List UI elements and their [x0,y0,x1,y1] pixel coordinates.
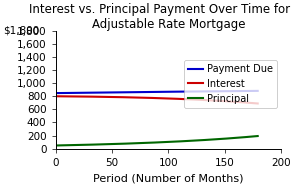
Title: Interest vs. Principal Payment Over Time for an
Adjustable Rate Mortgage: Interest vs. Principal Payment Over Time… [29,3,294,31]
Text: $1,800: $1,800 [3,26,39,36]
X-axis label: Period (Number of Months): Period (Number of Months) [93,173,244,183]
Legend: Payment Due, Interest, Principal: Payment Due, Interest, Principal [184,60,277,108]
